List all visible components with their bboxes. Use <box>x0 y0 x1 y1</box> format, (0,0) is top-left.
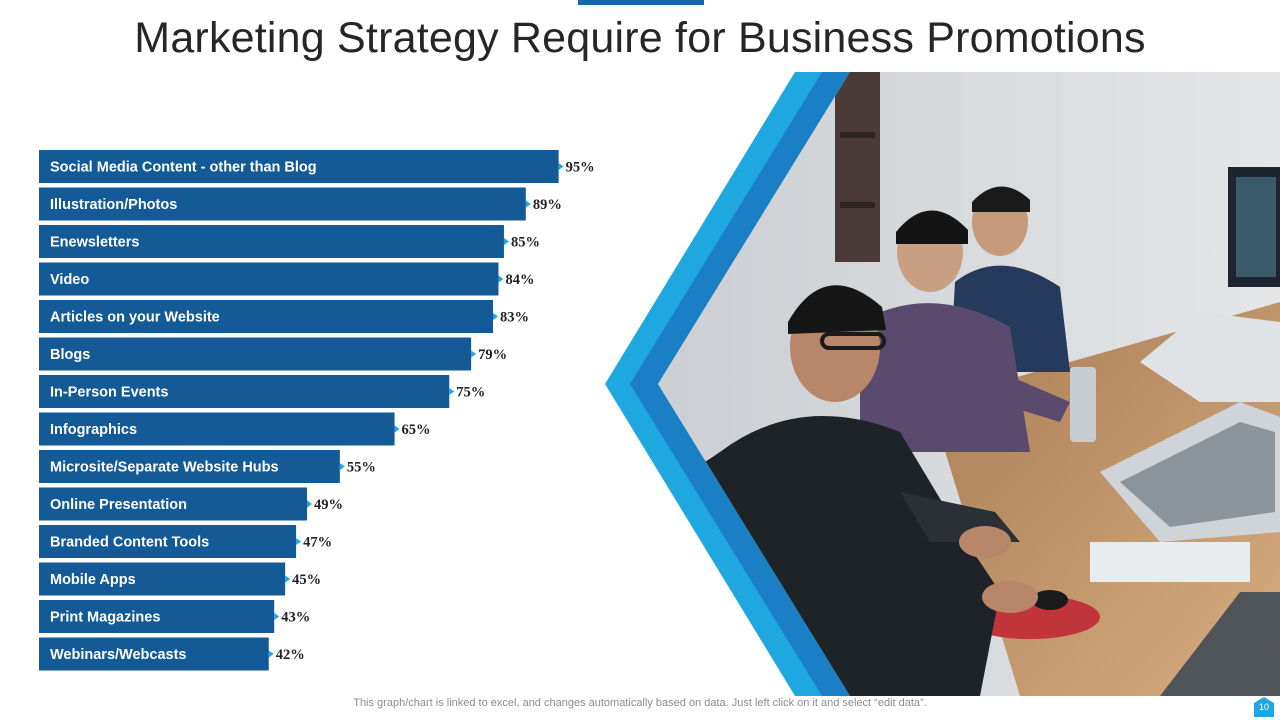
value-pointer-icon <box>339 463 345 470</box>
bar-7[interactable] <box>39 375 450 408</box>
value-label-12: 45% <box>292 572 321 588</box>
value-label-7: 75% <box>456 385 485 401</box>
bar-chart[interactable]: Social Media Content - other than Blog 95… <box>0 140 640 680</box>
bar-label-9: Microsite/Separate Website Hubs <box>50 460 279 476</box>
bar-label-4: Video <box>50 272 89 288</box>
value-label-11: 47% <box>303 535 332 551</box>
page-number: 10 <box>1258 702 1269 712</box>
value-label-8: 65% <box>402 422 431 438</box>
bar-label-6: Blogs <box>50 347 90 363</box>
footnote-text: This graph/chart is linked to excel, and… <box>353 697 927 709</box>
value-pointer-icon <box>285 575 291 583</box>
value-label-10: 49% <box>314 497 343 513</box>
bar-8[interactable] <box>39 412 395 446</box>
value-label-13: 43% <box>281 610 310 626</box>
value-label-1: 95% <box>566 160 595 176</box>
bar-label-10: Online Presentation <box>50 497 187 513</box>
bar-2[interactable] <box>39 187 526 221</box>
value-pointer-icon <box>503 238 509 245</box>
value-label-6: 79% <box>478 347 507 363</box>
bar-label-7: In-Person Events <box>50 385 168 401</box>
value-pointer-icon <box>307 500 313 508</box>
value-label-4: 84% <box>505 272 534 288</box>
bar-label-11: Branded Content Tools <box>50 535 209 551</box>
bar-4[interactable] <box>39 262 499 296</box>
value-label-14: 42% <box>276 647 305 663</box>
bar-11[interactable] <box>39 525 297 558</box>
value-label-5: 83% <box>500 310 529 326</box>
bar-12[interactable] <box>39 562 286 596</box>
page-number-badge <box>1254 697 1274 717</box>
top-accent-bar <box>578 0 704 5</box>
value-pointer-icon <box>558 163 564 170</box>
bar-label-3: Enewsletters <box>50 235 139 251</box>
value-pointer-icon <box>525 200 531 208</box>
bar-label-8: Infographics <box>50 422 137 438</box>
value-label-3: 85% <box>511 235 540 251</box>
bar-label-13: Print Magazines <box>50 610 160 626</box>
value-pointer-icon <box>471 350 477 358</box>
bar-label-12: Mobile Apps <box>50 572 136 588</box>
value-pointer-icon <box>394 425 400 433</box>
bar-label-2: Illustration/Photos <box>50 197 177 213</box>
value-pointer-icon <box>493 313 499 320</box>
value-label-9: 55% <box>347 460 376 476</box>
office-photo <box>605 72 1280 696</box>
value-label-2: 89% <box>533 197 562 213</box>
bar-3[interactable] <box>39 225 504 258</box>
bar-1[interactable] <box>39 150 559 183</box>
bar-13[interactable] <box>39 600 275 633</box>
bar-label-1: Social Media Content - other than Blog <box>50 160 317 176</box>
bar-10[interactable] <box>39 487 308 521</box>
value-pointer-icon <box>498 275 504 283</box>
bar-14[interactable] <box>39 637 269 671</box>
value-pointer-icon <box>274 613 280 620</box>
bar-5[interactable] <box>39 300 494 333</box>
value-pointer-icon <box>296 538 302 545</box>
page-title: Marketing Strategy Require for Business … <box>134 14 1146 62</box>
value-pointer-icon <box>449 388 455 395</box>
bar-6[interactable] <box>39 337 472 371</box>
value-pointer-icon <box>268 650 274 658</box>
bar-label-5: Articles on your Website <box>50 310 220 326</box>
bar-label-14: Webinars/Webcasts <box>50 647 186 663</box>
bar-9[interactable] <box>39 450 340 483</box>
